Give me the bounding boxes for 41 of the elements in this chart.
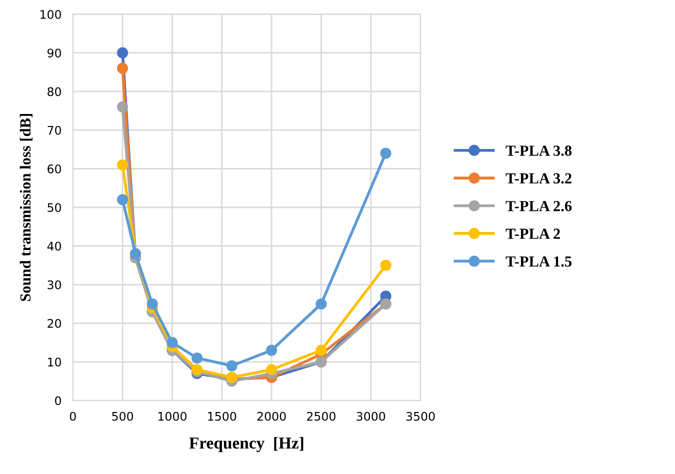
point [316, 298, 327, 310]
legend-label: T-PLA 1.5 [506, 256, 572, 267]
point [226, 360, 238, 372]
point [266, 344, 278, 356]
point [166, 337, 178, 348]
point [146, 298, 158, 310]
x-tick-label: 1000 [158, 412, 186, 421]
point [266, 364, 278, 376]
y-tick-label: 80 [48, 87, 62, 96]
x-tick-label: 3500 [406, 412, 435, 421]
x-tick-label: 1500 [208, 412, 236, 421]
y-tick-label: 20 [48, 318, 62, 328]
point [117, 62, 128, 74]
y-tick-label: 70 [48, 126, 62, 135]
y-tick-label: 10 [48, 358, 62, 367]
y-tick-label: 50 [48, 203, 62, 212]
y-tick-label: 100 [40, 10, 62, 19]
x-axis-title: Frequency [Hz] [189, 436, 304, 452]
y-axis-title: Sound transmission loss [dB] [20, 114, 32, 302]
point [316, 344, 327, 356]
point [117, 101, 128, 112]
point [380, 148, 392, 159]
x-tick-label: 0 [70, 412, 76, 421]
x-tick-label: 2500 [307, 412, 336, 421]
x-tick-label: 2000 [257, 412, 286, 421]
x-tick-label: 500 [112, 412, 134, 421]
y-tick-label: 0 [55, 396, 62, 406]
y-tick-label: 90 [48, 48, 62, 58]
legend-label: T-PLA 2.6 [506, 200, 572, 212]
point [117, 194, 128, 206]
point [380, 260, 392, 271]
y-tick-label: 60 [48, 164, 62, 174]
y-tick-label: 40 [47, 242, 62, 251]
point [117, 47, 128, 58]
point [117, 159, 128, 170]
legend-label: T-PLA 2 [506, 228, 560, 239]
x-tick-label: 3000 [356, 412, 386, 421]
legend-label: T-PLA 3.8 [506, 146, 572, 156]
y-tick-label: 30 [48, 280, 62, 290]
legend-label: T-PLA 3.2 [506, 173, 572, 184]
point [191, 352, 203, 364]
